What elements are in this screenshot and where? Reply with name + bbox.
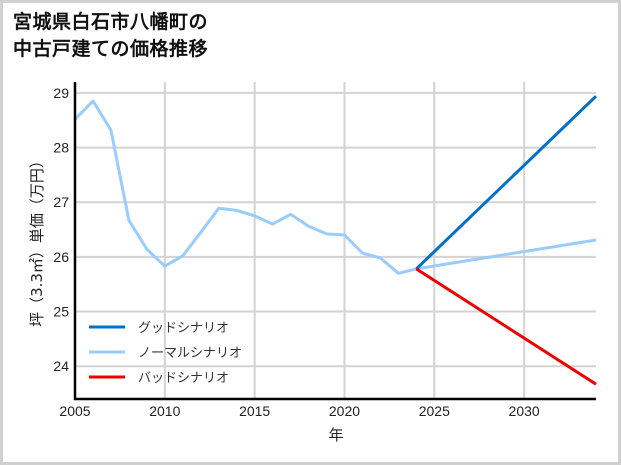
series-line-2	[415, 267, 597, 386]
y-axis-label: 坪（3.3㎡）単価（万円）	[28, 153, 46, 327]
legend-label-2: バッドシナリオ	[138, 371, 229, 386]
tick-labels: 2005 2010 2015 2020 2025 2030 24 25 26 27 28 29	[53, 85, 539, 419]
x-axis-label: 年	[328, 426, 343, 444]
y-tick-label: 28	[53, 140, 69, 156]
y-tick-label: 25	[53, 304, 69, 320]
x-tick-label: 2020	[329, 403, 360, 419]
x-tick-label: 2025	[419, 403, 450, 419]
x-tick-label: 2015	[239, 403, 270, 419]
chart-title: 宮城県白石市八幡町の 中古戸建ての価格推移	[13, 11, 209, 60]
legend-label-1: ノーマルシナリオ	[138, 346, 242, 361]
series-lines	[73, 95, 598, 386]
series-line-1	[73, 99, 597, 275]
x-tick-label: 2010	[149, 403, 180, 419]
legend-label-0: グッドシナリオ	[138, 321, 229, 336]
y-tick-label: 27	[53, 194, 69, 210]
y-tick-label: 24	[53, 358, 69, 374]
axes	[73, 82, 596, 401]
y-tick-label: 26	[53, 249, 69, 265]
x-tick-label: 2030	[509, 403, 540, 419]
grid-lines	[74, 82, 596, 399]
x-tick-label: 2005	[59, 403, 90, 419]
series-line-0	[415, 95, 598, 270]
y-tick-label: 29	[53, 85, 69, 101]
